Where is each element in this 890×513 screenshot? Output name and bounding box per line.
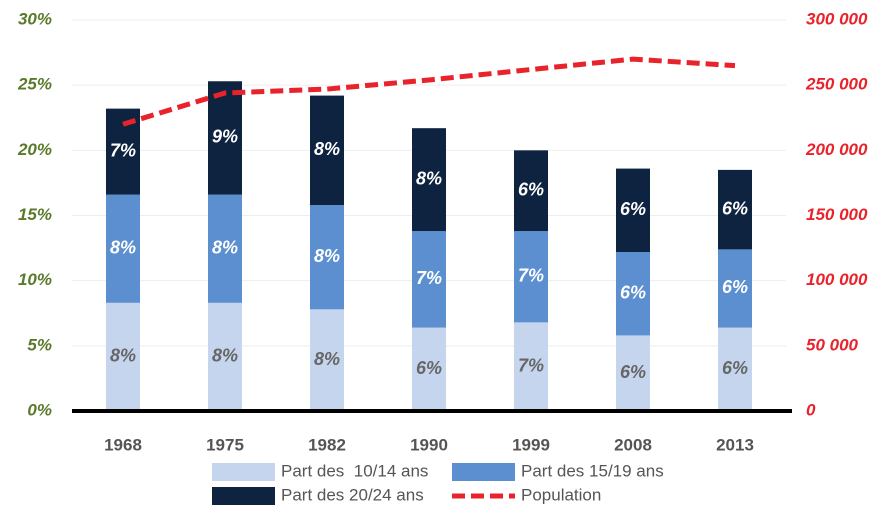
data-label: 8% — [314, 349, 340, 369]
x-tick-label: 1999 — [512, 435, 550, 454]
data-label: 6% — [722, 198, 748, 218]
bar-segment — [616, 251, 650, 336]
legend-label: Population — [521, 485, 601, 504]
data-label: 6% — [722, 358, 748, 378]
x-tick-label: 1990 — [410, 435, 448, 454]
legend-swatch — [452, 463, 515, 481]
bar-segment — [616, 168, 650, 252]
data-label: 6% — [620, 199, 646, 219]
y-tick-label: 15% — [18, 205, 52, 224]
legend-label: Part des 10/14 ans — [281, 461, 428, 480]
data-label: 8% — [314, 246, 340, 266]
y2-tick-label: 0 — [806, 400, 816, 419]
y-tick-label: 30% — [18, 9, 52, 28]
data-label: 8% — [110, 346, 136, 366]
legend-label: Part des 20/24 ans — [281, 485, 424, 504]
bar-segment — [310, 205, 344, 310]
data-label: 8% — [314, 139, 340, 159]
y2-tick-label: 300 000 — [806, 9, 868, 28]
data-label: 8% — [212, 237, 238, 257]
y2-tick-label: 200 000 — [805, 140, 868, 159]
x-tick-label: 1968 — [104, 435, 142, 454]
bar-segment — [208, 194, 242, 303]
population-line — [122, 56, 736, 127]
data-label: 9% — [212, 127, 238, 147]
x-tick-label: 1982 — [308, 435, 346, 454]
legend-swatch — [212, 463, 275, 481]
data-label: 7% — [518, 355, 544, 375]
x-tick-label: 2013 — [716, 435, 754, 454]
data-label: 6% — [620, 282, 646, 302]
data-label: 8% — [110, 237, 136, 257]
data-label: 6% — [722, 277, 748, 297]
bar-segment — [208, 81, 242, 195]
bar-segment — [718, 249, 752, 328]
y-tick-label: 20% — [17, 140, 52, 159]
data-label: 7% — [110, 140, 136, 160]
data-label: 6% — [518, 179, 544, 199]
y2-tick-label: 150 000 — [806, 205, 868, 224]
y2-tick-label: 50 000 — [806, 335, 859, 354]
data-label: 7% — [416, 268, 442, 288]
bar-segment — [412, 231, 446, 328]
bar-segment — [718, 169, 752, 250]
legend-label: Part des 15/19 ans — [521, 461, 664, 480]
bar-segment — [412, 128, 446, 232]
bar-segment — [106, 302, 140, 411]
x-tick-label: 1975 — [206, 435, 244, 454]
bar-segment — [514, 322, 548, 411]
y-tick-label: 25% — [17, 75, 52, 94]
data-label: 8% — [416, 168, 442, 188]
bar-segment — [616, 335, 650, 411]
y-tick-label: 10% — [18, 270, 52, 289]
data-label: 8% — [212, 346, 238, 366]
y2-tick-label: 250 000 — [805, 75, 868, 94]
bar-segment — [514, 150, 548, 232]
legend-swatch — [212, 487, 275, 505]
data-label: 6% — [416, 358, 442, 378]
bar-segment — [106, 194, 140, 303]
bar-segment — [412, 327, 446, 411]
bar-segment — [310, 95, 344, 206]
x-tick-label: 2008 — [614, 435, 652, 454]
bar-segment — [718, 327, 752, 411]
y-tick-label: 0% — [27, 400, 52, 419]
bar-segment — [208, 302, 242, 411]
y2-tick-label: 100 000 — [806, 270, 868, 289]
data-label: 7% — [518, 266, 544, 286]
bar-segment — [310, 309, 344, 411]
y-tick-label: 5% — [27, 335, 52, 354]
data-label: 6% — [620, 362, 646, 382]
bar-segment — [514, 231, 548, 323]
